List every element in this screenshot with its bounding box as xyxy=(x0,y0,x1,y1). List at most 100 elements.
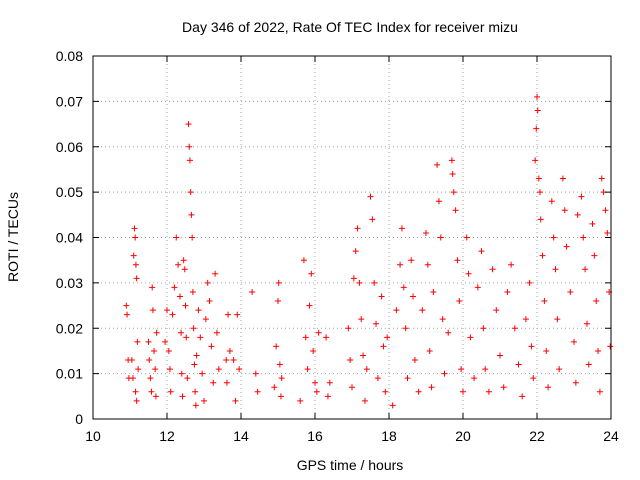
data-point xyxy=(537,216,544,223)
data-point xyxy=(148,388,155,395)
data-point xyxy=(146,357,153,364)
data-point xyxy=(215,366,222,373)
data-point xyxy=(186,143,193,150)
data-point xyxy=(213,329,220,336)
data-point xyxy=(450,189,457,196)
data-point xyxy=(124,311,131,318)
data-point xyxy=(134,338,141,345)
data-point xyxy=(149,307,156,314)
data-point xyxy=(166,366,173,373)
data-point xyxy=(424,261,431,268)
data-point xyxy=(519,393,526,400)
data-point xyxy=(315,329,322,336)
data-point xyxy=(497,352,503,359)
data-point xyxy=(345,325,352,332)
data-point xyxy=(178,329,185,336)
data-point xyxy=(402,325,409,332)
data-point xyxy=(534,93,540,100)
data-point xyxy=(132,234,139,241)
data-point xyxy=(552,266,559,273)
data-point xyxy=(548,198,555,205)
data-point xyxy=(171,284,178,291)
data-point xyxy=(152,393,159,400)
data-point xyxy=(535,175,542,182)
data-point xyxy=(173,234,180,241)
data-point xyxy=(441,370,448,377)
data-point xyxy=(129,375,136,382)
data-point xyxy=(478,248,485,255)
data-point xyxy=(572,379,579,386)
data-point xyxy=(554,316,561,323)
data-point xyxy=(430,288,437,295)
data-point xyxy=(439,316,446,323)
data-point xyxy=(190,325,197,332)
data-point xyxy=(591,252,598,259)
x-tick-label: 18 xyxy=(381,428,397,444)
data-point xyxy=(350,275,357,282)
data-points xyxy=(123,93,614,409)
data-point xyxy=(326,379,333,386)
data-point xyxy=(147,375,154,382)
data-point xyxy=(369,216,376,223)
data-point xyxy=(133,397,140,404)
data-point xyxy=(132,388,139,395)
data-point xyxy=(428,384,435,391)
data-point xyxy=(485,388,492,395)
data-point xyxy=(515,361,522,368)
data-point xyxy=(152,366,159,373)
data-point xyxy=(323,334,330,341)
data-point xyxy=(596,388,603,395)
data-point xyxy=(607,343,614,350)
data-point xyxy=(480,325,487,332)
data-point xyxy=(585,361,592,368)
data-point xyxy=(508,261,515,268)
data-point xyxy=(199,370,206,377)
data-point xyxy=(454,257,461,264)
data-point xyxy=(179,393,186,400)
y-tick-label: 0 xyxy=(75,411,83,427)
y-axis-label: ROTI / TECUs xyxy=(5,192,21,282)
data-point xyxy=(567,288,574,295)
data-point xyxy=(132,261,139,268)
data-point xyxy=(273,343,280,350)
data-point xyxy=(252,370,259,377)
x-tick-label: 12 xyxy=(159,428,175,444)
data-point xyxy=(561,207,568,214)
data-point xyxy=(183,334,190,341)
data-point xyxy=(223,379,230,386)
data-point xyxy=(212,270,219,277)
y-tick-label: 0.03 xyxy=(56,275,83,291)
data-point xyxy=(195,307,202,314)
data-point xyxy=(300,257,307,264)
data-point xyxy=(204,279,211,286)
data-point xyxy=(123,302,130,309)
data-point xyxy=(393,307,400,314)
data-point xyxy=(347,357,354,364)
data-point xyxy=(467,334,474,341)
data-point xyxy=(236,366,243,373)
data-point xyxy=(234,311,241,318)
data-point xyxy=(302,334,309,341)
data-point xyxy=(593,298,600,305)
data-point xyxy=(225,311,232,318)
data-point xyxy=(456,298,463,305)
data-point xyxy=(208,343,215,350)
data-point xyxy=(352,248,359,255)
data-point xyxy=(563,243,570,250)
data-point xyxy=(511,325,518,332)
data-point xyxy=(574,211,581,218)
data-point xyxy=(458,366,465,373)
data-point xyxy=(604,229,611,236)
data-point xyxy=(275,298,281,305)
data-point xyxy=(543,347,550,354)
data-point xyxy=(541,298,548,305)
data-point xyxy=(504,288,511,295)
data-point xyxy=(304,366,311,373)
data-point xyxy=(192,402,199,409)
data-point xyxy=(254,388,261,395)
data-point xyxy=(297,397,304,404)
x-axis-label: GPS time / hours xyxy=(297,457,404,473)
data-point xyxy=(449,170,456,177)
data-point xyxy=(188,211,195,218)
data-point xyxy=(149,284,156,291)
